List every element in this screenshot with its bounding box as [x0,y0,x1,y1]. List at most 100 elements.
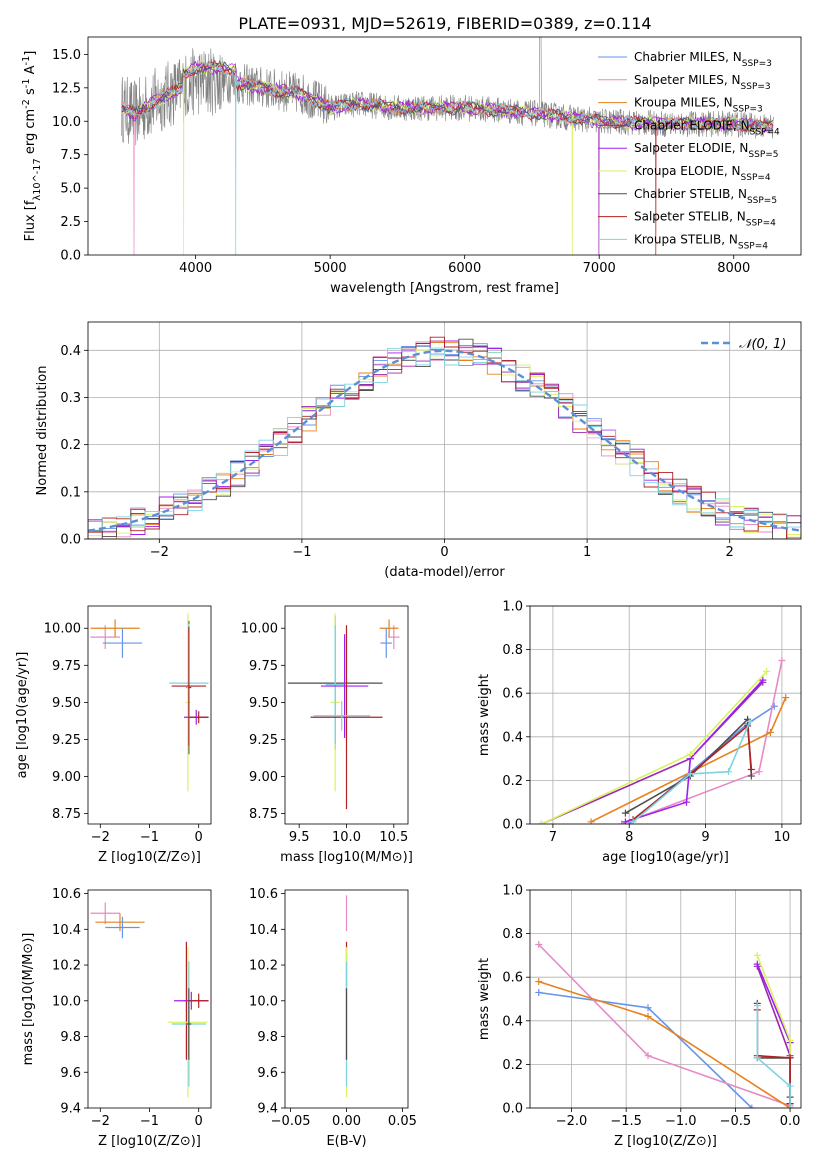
errorbar-salpeter_miles [90,902,120,924]
y-tick-label: 9.8 [60,1030,81,1045]
legend-label-kroupa_stelib: Kroupa STELIB, NSSP=4 [634,232,768,251]
x-axis-label: wavelength [Angstrom, rest frame] [330,281,559,296]
errorbar-chabrier_miles [105,916,140,939]
errorbar-salpeter_elodie [320,634,369,738]
y-tick-label: 0.8 [502,927,523,942]
errorbar-chabrier_miles [380,628,392,658]
y-tick-label: 9.75 [249,659,278,674]
axes-frame [87,321,802,540]
y-tick-label: 9.25 [249,733,278,748]
weight-marker [587,818,595,824]
normal-curve [88,349,801,532]
weight-marker [537,820,545,824]
y-tick-label: 9.6 [60,1066,81,1081]
axes-frame [87,36,802,256]
y-tick-label: 0.0 [502,1102,523,1117]
y-tick-label: 10.0 [52,115,81,130]
weight-line-chabrier_stelib [756,1003,791,1098]
y-tick-label: 9.00 [249,770,278,785]
weight-marker [535,988,543,996]
weight-marker [755,768,763,776]
weight-marker [753,951,761,959]
panel-mass_vs_ebv: −0.05 0.00 0.05 9.4 9.6 9.8 10.0 10.2 10.4 10.6 E(… [249,887,417,1149]
y-axis-label: Flux [fλ10^-17 erg cm-2 s-1 A-1] [21,51,43,242]
weight-marker [747,772,755,780]
x-tick-label: −1.5 [610,1114,642,1129]
weight-marker [763,667,771,675]
x-axis-label: Z [log10(Z/Z⊙)] [98,1134,201,1149]
y-tick-label: 0.8 [502,643,523,658]
x-tick-label: 9 [701,830,709,845]
y-tick-label: 10.0 [52,994,81,1009]
errorbar-kroupa_miles [379,619,399,638]
y-tick-label: 9.50 [52,696,81,711]
axes-frame [529,605,802,825]
weight-marker [686,750,694,758]
panel-age_vs_Z: −2 −1 0 8.75 9.00 9.25 9.50 9.75 10.00 Z [log10(Z… [15,605,212,865]
weight-marker [621,818,629,824]
x-tick-label: −2 [150,545,169,560]
x-tick-label: 8 [625,830,633,845]
y-tick-label: 10.6 [249,887,278,902]
weight-marker [535,941,543,948]
x-tick-label: 0 [195,1114,203,1129]
errorbar-kroupa_miles [95,913,145,932]
y-tick-label: 0.1 [60,485,81,500]
y-tick-label: 9.8 [257,1030,278,1045]
y-tick-label: 9.75 [52,659,81,674]
x-tick-label: −2 [91,1114,110,1129]
weight-line-salpeter_miles [538,943,791,1107]
legend-label-normal: 𝒩(0, 1) [739,337,786,352]
y-tick-label: 10.6 [52,887,81,902]
errorbar-kroupa_stelib [325,625,345,744]
y-tick-label: 12.5 [52,81,81,96]
y-tick-label: 0.2 [502,774,523,789]
errorbar-kroupa_elodie [168,947,208,1098]
x-tick-label: 0 [195,830,203,845]
legend-label-chabrier_elodie: Chabrier ELODIE, NSSP=4 [634,118,780,137]
y-tick-label: 9.50 [249,696,278,711]
weight-marker [786,1104,794,1108]
weight-marker [786,1054,794,1062]
x-tick-label: 9.5 [289,830,310,845]
y-tick-label: 0.0 [502,818,523,833]
panel-spectrum: 4000 5000 6000 7000 8000 0.0 2.5 5.0 7.5 10.0 12.5… [21,36,802,296]
errorbar-salpeter_miles [388,625,400,650]
legend-label-salpeter_stelib: Salpeter STELIB, NSSP=4 [634,210,776,229]
x-tick-label: 7 [549,830,557,845]
legend-label-salpeter_miles: Salpeter MILES, NSSP=3 [634,73,771,92]
x-axis-label: (data-model)/error [384,565,505,580]
x-tick-label: 2 [726,545,734,560]
x-tick-label: 4000 [179,261,212,276]
weight-marker [724,768,732,776]
weight-marker [753,960,761,968]
y-axis-label: mass weight [477,674,492,756]
errorbar-salpeter_stelib [188,993,209,1008]
axes-frame [284,605,409,825]
x-axis-label: age [log10(age/yr)] [602,850,729,865]
x-tick-label: −1 [140,1114,159,1129]
x-tick-label: 10.5 [379,830,408,845]
y-axis-label: age [log10(age/yr)] [15,652,30,779]
weight-marker [629,818,637,824]
y-axis-label: mass [log10(M/M⊙)] [21,933,36,1066]
x-tick-label: −1 [292,545,311,560]
x-tick-label: 5000 [314,261,347,276]
weight-line-kroupa_miles [538,980,791,1108]
y-tick-label: 10.00 [44,622,81,637]
weight-marker [753,1054,761,1062]
legend-label-kroupa_miles: Kroupa MILES, NSSP=3 [634,96,763,115]
weight-marker [682,798,690,806]
y-axis-label: Normed distribution [35,366,50,496]
errorbar-salpeter_stelib [188,711,209,724]
y-tick-label: 9.4 [60,1102,81,1117]
x-tick-label: 0.00 [332,1114,361,1129]
model-line-kroupa_stelib [121,59,774,255]
x-tick-label: 10 [774,830,791,845]
x-tick-label: 10.0 [332,830,361,845]
y-tick-label: 10.4 [249,923,278,938]
x-tick-label: 1 [583,545,591,560]
x-tick-label: 0.05 [388,1114,417,1129]
plot-area [287,613,400,810]
x-tick-label: −0.5 [720,1114,752,1129]
